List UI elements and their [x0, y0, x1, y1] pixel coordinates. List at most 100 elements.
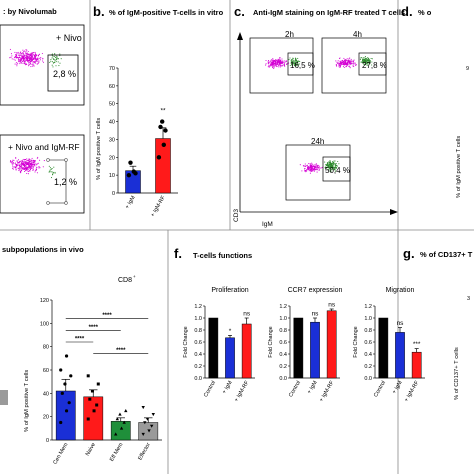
event-dot — [267, 61, 269, 63]
event-dot — [291, 58, 293, 60]
event-dot — [28, 56, 30, 58]
event-dot — [350, 64, 352, 66]
event-dot — [275, 61, 277, 63]
event-dot — [57, 61, 59, 63]
event-dot — [35, 56, 37, 58]
panel-e-ylabel: % of IgM positive T cells — [24, 370, 30, 432]
x-tick-label: + IgM-RF — [319, 379, 336, 403]
event-dot — [318, 168, 320, 171]
event-dot — [36, 58, 38, 60]
event-dot — [17, 159, 20, 161]
event-dot — [315, 164, 317, 166]
event-dot — [42, 57, 44, 59]
event-dot — [18, 161, 20, 163]
event-dot — [368, 59, 370, 61]
event-dot — [270, 59, 272, 61]
event-dot — [58, 65, 60, 67]
event-dot — [299, 60, 301, 62]
bar — [310, 321, 320, 379]
event-dot — [27, 50, 29, 53]
event-dot — [32, 54, 34, 56]
data-point — [86, 374, 90, 378]
event-dot — [23, 168, 25, 170]
event-dot — [371, 61, 373, 63]
data-point — [90, 389, 94, 393]
event-dot — [308, 163, 310, 165]
gate-handle — [46, 201, 50, 205]
event-dot — [344, 62, 346, 64]
significance-label: ** — [160, 107, 166, 114]
event-dot — [38, 60, 40, 62]
y-tick-label: 1.0 — [194, 316, 202, 322]
y-arrow-icon — [237, 32, 243, 40]
event-dot — [332, 167, 334, 170]
y-tick-label: 20 — [109, 155, 115, 161]
event-dot — [330, 168, 333, 171]
event-dot — [314, 169, 316, 171]
event-dot — [37, 63, 39, 65]
event-dot — [30, 164, 33, 166]
event-dot — [295, 63, 297, 65]
event-dot — [265, 64, 267, 66]
bar — [411, 351, 422, 379]
event-dot — [30, 162, 32, 165]
event-dot — [292, 61, 294, 63]
event-dot — [273, 67, 275, 69]
event-dot — [37, 156, 39, 158]
event-dot — [354, 62, 356, 64]
event-dot — [25, 59, 27, 61]
event-dot — [364, 60, 366, 62]
event-dot — [12, 166, 14, 168]
y-tick-label: 60 — [43, 368, 49, 374]
event-dot — [38, 61, 40, 63]
event-dot — [27, 159, 29, 161]
event-dot — [296, 63, 298, 65]
event-dot — [360, 57, 363, 59]
event-dot — [32, 52, 34, 54]
event-dot — [23, 53, 25, 55]
event-dot — [26, 161, 28, 163]
event-dot — [36, 157, 38, 159]
event-dot — [19, 171, 21, 173]
time-c1: 2h — [285, 30, 294, 39]
event-dot — [25, 52, 27, 54]
event-dot — [12, 163, 14, 165]
event-dot — [339, 64, 341, 67]
event-dot — [34, 56, 36, 58]
flow-plot-a2-frame — [0, 134, 85, 214]
event-dot — [13, 58, 15, 60]
event-dot — [305, 169, 308, 171]
event-dot — [283, 60, 285, 62]
event-dot — [307, 168, 309, 170]
event-dot — [342, 63, 344, 65]
event-dot — [339, 66, 341, 69]
bar — [55, 390, 76, 441]
event-dot — [268, 61, 270, 63]
event-dot — [15, 62, 17, 64]
event-dot — [29, 61, 31, 63]
event-dot — [15, 167, 17, 169]
event-dot — [328, 163, 330, 165]
event-dot — [273, 61, 275, 63]
event-dot — [274, 62, 277, 64]
significance-label: **** — [89, 325, 99, 331]
event-dot — [345, 59, 347, 61]
event-dot — [20, 162, 22, 164]
gate-c3-value: 50,4 % — [325, 166, 350, 175]
y-tick-label: 1.2 — [279, 304, 287, 310]
event-dot — [31, 61, 33, 63]
event-dot — [28, 57, 30, 59]
event-dot — [277, 64, 279, 66]
event-dot — [22, 158, 24, 160]
event-dot — [49, 169, 51, 171]
event-dot — [272, 58, 274, 60]
data-point — [88, 397, 92, 401]
event-dot — [332, 161, 334, 163]
event-dot — [31, 55, 33, 57]
event-dot — [343, 57, 345, 59]
event-dot — [36, 61, 38, 63]
event-dot — [339, 66, 341, 68]
event-dot — [313, 170, 315, 172]
event-dot — [272, 63, 274, 65]
event-dot — [24, 164, 26, 166]
